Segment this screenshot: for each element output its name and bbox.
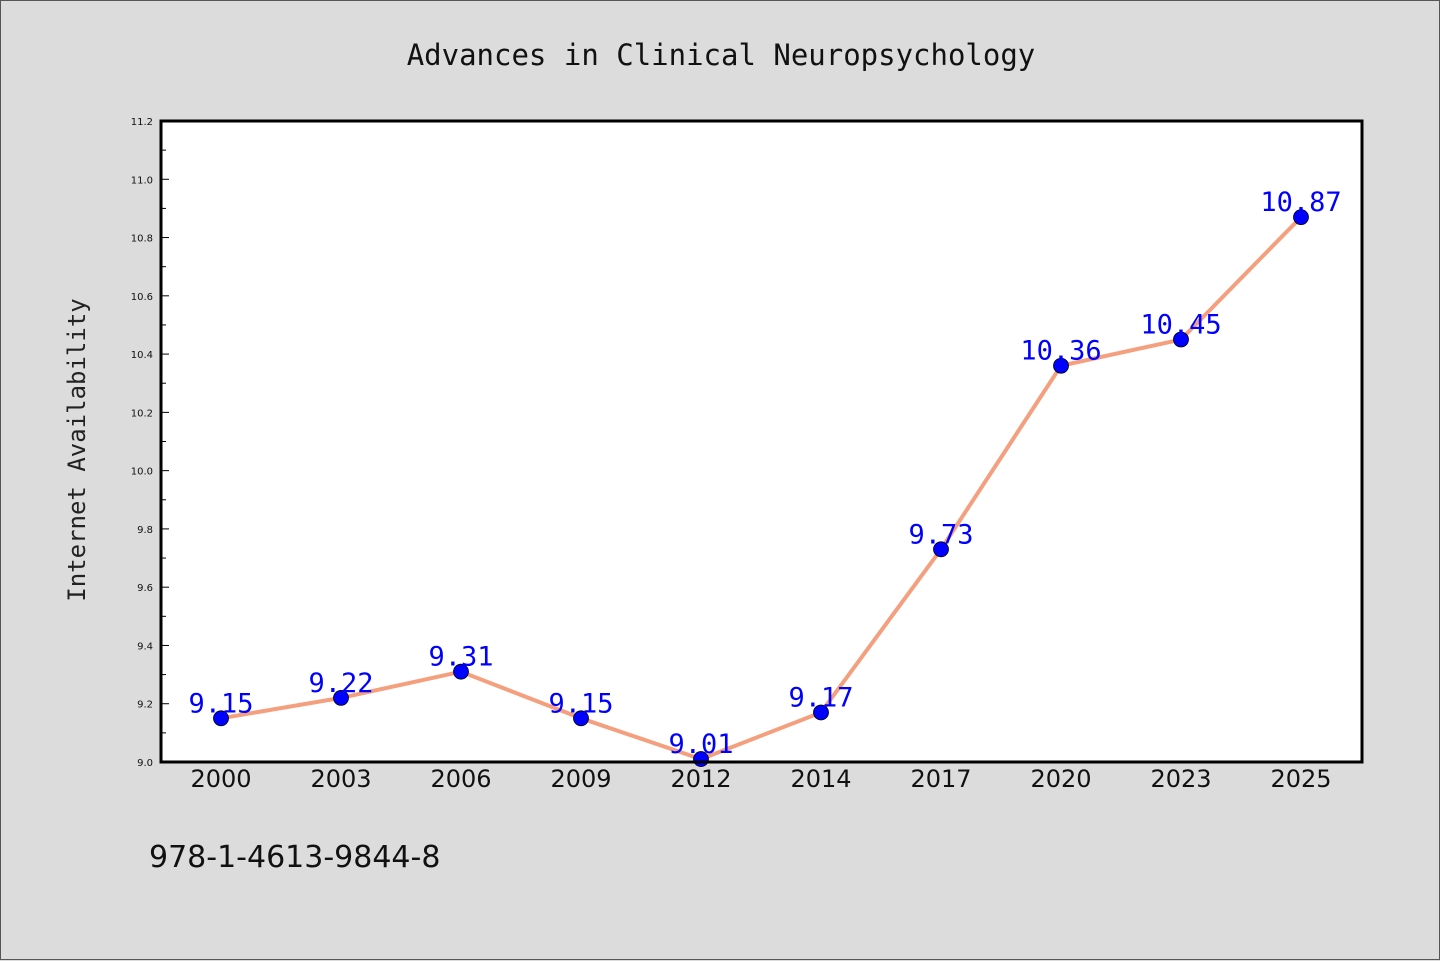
y-tick-label: 10.2: [131, 408, 153, 419]
data-point: [453, 663, 469, 680]
y-tick-label: 10.0: [131, 467, 153, 478]
data-point: [813, 704, 829, 721]
data-label: 9.15: [548, 688, 613, 719]
y-tick-label: 10.6: [131, 292, 153, 303]
y-tick-label: 9.8: [137, 525, 153, 536]
y-axis: 9.0 9.2 9.4 9.6 9.8 10.0 10.2 10.4 10.6 10.8 11.0 1…: [131, 117, 169, 769]
plot-area: [161, 121, 1362, 762]
data-label: 9.17: [788, 682, 853, 713]
x-tick-label: 2012: [670, 765, 731, 793]
series-polyline: [219, 215, 1303, 762]
x-tick-label: 2025: [1270, 765, 1331, 793]
plot-border: [159, 119, 1364, 764]
series-line: [219, 215, 1303, 762]
y-tick-label: 11.2: [131, 117, 153, 128]
data-point: [1173, 331, 1189, 348]
y-tick-label: 9.2: [137, 700, 153, 711]
data-labels: 9.15 9.22 9.31 9.15 9.01 9.17 9.73 10.36 10.45 10…: [188, 187, 1341, 760]
data-label: 9.22: [308, 668, 373, 699]
y-tick-label: 11.0: [131, 175, 153, 186]
data-label: 9.73: [908, 519, 973, 550]
data-point: [1053, 357, 1069, 374]
data-point: [573, 710, 589, 727]
y-axis-label: Internet Availability: [63, 298, 91, 601]
data-label: 9.15: [188, 688, 253, 719]
y-tick-label: 9.0: [137, 758, 153, 769]
data-label: 10.45: [1140, 310, 1221, 341]
x-tick-label: 2020: [1030, 765, 1091, 793]
data-label: 9.01: [668, 729, 733, 760]
data-label: 10.36: [1020, 336, 1101, 367]
isbn-text: 978-1-4613-9844-8: [149, 840, 440, 875]
x-tick-label: 2014: [790, 765, 851, 793]
data-point: [333, 690, 349, 706]
data-label: 10.87: [1260, 187, 1341, 218]
data-label: 9.31: [428, 642, 493, 673]
x-axis: 2000 2003 2006 2009 2012 2014 2017 2020 2023 2025: [190, 765, 1331, 793]
y-tick-label: 10.8: [131, 234, 153, 245]
x-tick-label: 2000: [190, 765, 251, 793]
y-tick-label: 9.6: [137, 583, 153, 594]
chart-title: Advances in Clinical Neuropsychology: [407, 38, 1036, 72]
x-tick-label: 2023: [1150, 765, 1211, 793]
data-point: [933, 541, 949, 558]
y-tick-label: 9.4: [137, 641, 153, 652]
x-tick-label: 2017: [910, 765, 971, 793]
x-tick-label: 2006: [430, 765, 491, 793]
y-tick-label: 10.4: [131, 350, 153, 361]
data-point: [1293, 209, 1309, 226]
x-tick-label: 2003: [310, 765, 371, 793]
x-tick-label: 2009: [550, 765, 611, 793]
data-point: [213, 710, 229, 727]
